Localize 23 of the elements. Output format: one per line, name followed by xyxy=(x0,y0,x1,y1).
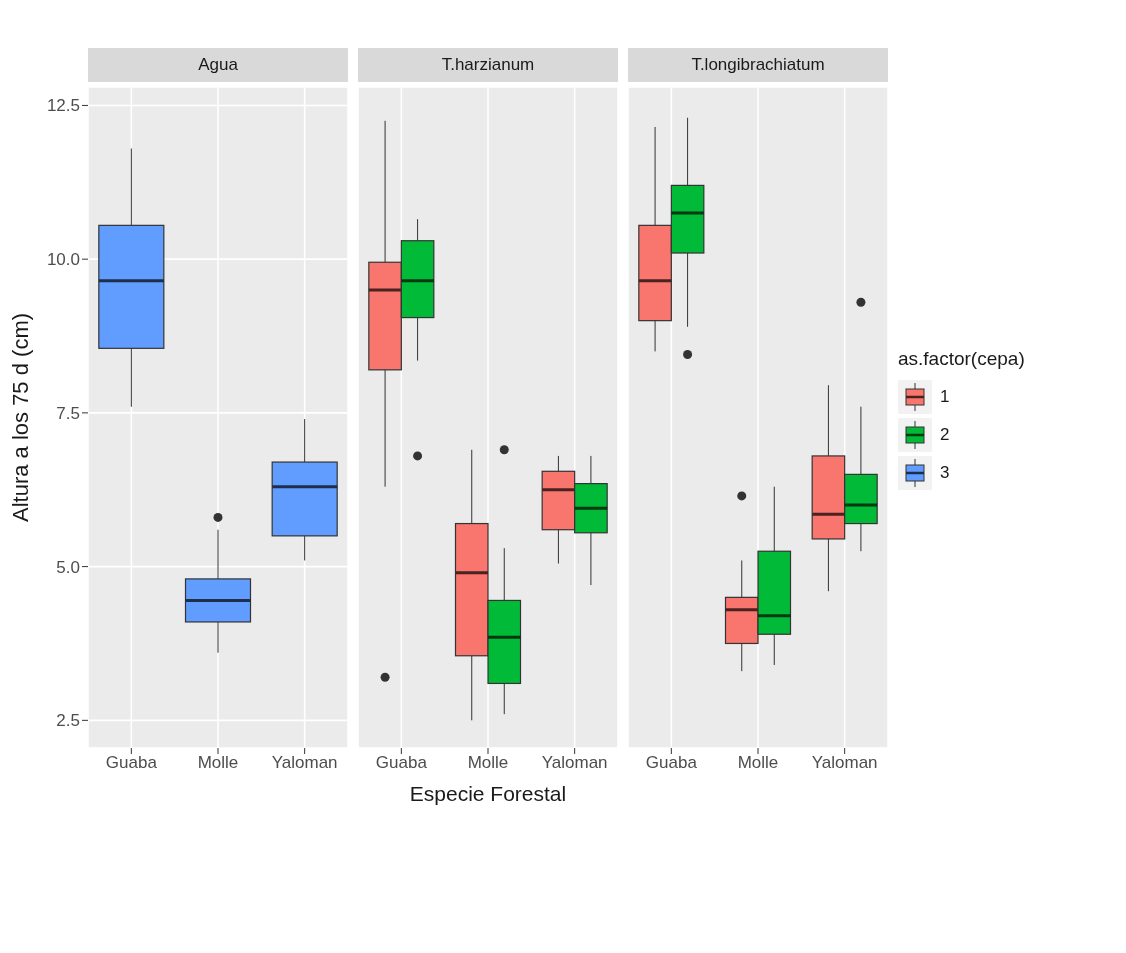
x-tick-label: Guaba xyxy=(105,753,158,773)
y-tick-label: 12.5 xyxy=(46,96,80,116)
y-axis-title: Altura a los 75 d (cm) xyxy=(7,312,33,523)
legend-title: as.factor(cepa) xyxy=(898,348,1025,370)
x-axis-title: Especie Forestal xyxy=(408,782,568,807)
chart-title: Agua xyxy=(88,48,348,82)
chart-title: T.longibrachiatum xyxy=(628,48,888,82)
x-tick-label: Yaloman xyxy=(271,753,338,773)
x-tick-label: Molle xyxy=(737,753,779,773)
legend-label: 3 xyxy=(940,463,950,483)
x-tick-label: Guaba xyxy=(375,753,428,773)
legend-label: 1 xyxy=(940,387,950,407)
y-tick-label: 2.5 xyxy=(56,711,80,731)
y-tick-label: 10.0 xyxy=(46,250,80,270)
x-tick-label: Yaloman xyxy=(541,753,608,773)
legend-label: 2 xyxy=(940,425,950,445)
x-tick-label: Yaloman xyxy=(811,753,878,773)
x-tick-label: Molle xyxy=(467,753,509,773)
y-tick-label: 5.0 xyxy=(56,557,80,577)
x-tick-label: Molle xyxy=(197,753,239,773)
y-tick-label: 7.5 xyxy=(56,403,80,423)
x-tick-label: Guaba xyxy=(645,753,698,773)
chart-title: T.harzianum xyxy=(358,48,618,82)
